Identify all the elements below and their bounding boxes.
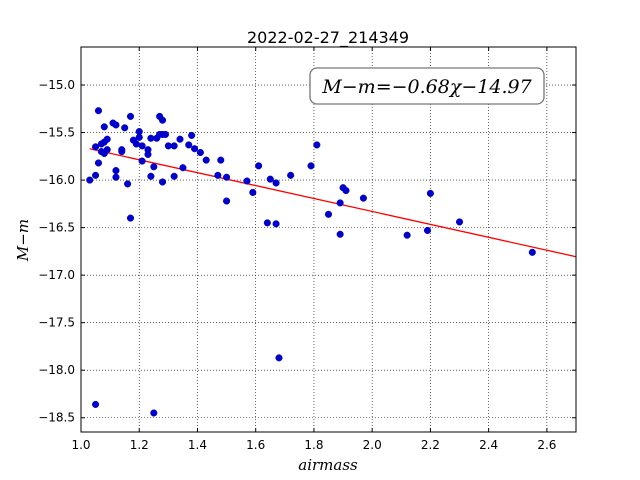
data-point (170, 172, 178, 180)
y-tick-label: −17.5 (38, 316, 75, 330)
x-tick-label: 2.2 (421, 438, 440, 452)
data-point (135, 128, 143, 136)
data-point (191, 145, 199, 153)
data-point (223, 173, 231, 181)
y-tick-label: −15.0 (38, 78, 75, 92)
data-point (86, 176, 94, 184)
x-tick-label: 1.4 (188, 438, 207, 452)
data-point (272, 179, 280, 187)
data-point (185, 141, 193, 149)
data-point (176, 135, 184, 143)
data-point (150, 409, 158, 417)
x-axis-label: airmass (298, 456, 358, 474)
data-point (138, 157, 146, 165)
data-point (179, 164, 187, 172)
data-point (324, 210, 333, 218)
data-point (100, 123, 108, 131)
data-point (188, 131, 196, 139)
data-point (158, 116, 167, 124)
data-point (126, 112, 135, 120)
data-point (455, 218, 464, 226)
plot-frame (80, 46, 577, 433)
data-points (86, 107, 536, 417)
data-point (170, 142, 178, 150)
data-point (196, 148, 204, 157)
data-point (158, 178, 167, 186)
y-axis-ticks: −15.0 −15.5 −16.0 −16.5 −17.0 −17.5 −18.0 −18.5 (38, 78, 576, 425)
data-point (272, 220, 280, 228)
data-point (223, 197, 231, 205)
x-tick-label: 2.4 (479, 438, 498, 452)
data-point (336, 230, 344, 238)
data-point (103, 135, 111, 143)
data-point (243, 177, 251, 185)
y-tick-label: −18.5 (38, 411, 75, 425)
x-tick-label: 2.6 (537, 438, 556, 452)
data-point (124, 180, 132, 188)
data-point (359, 194, 367, 202)
data-point (103, 146, 111, 154)
data-point (249, 188, 257, 196)
y-tick-label: −17.0 (38, 268, 75, 282)
data-point (342, 186, 350, 195)
y-tick-label: −15.5 (38, 126, 75, 140)
fit-annotation-text: M−m=−0.68χ−14.97 (321, 76, 532, 98)
data-point (255, 162, 263, 170)
x-tick-label: 1.0 (71, 438, 90, 452)
data-point (121, 124, 129, 132)
fit-line (89, 148, 577, 258)
data-point (336, 199, 344, 207)
data-point (266, 175, 274, 183)
data-point (426, 189, 434, 197)
data-point (92, 400, 100, 408)
data-point (138, 142, 146, 150)
data-point (275, 354, 283, 362)
x-tick-label: 1.6 (246, 438, 265, 452)
data-point (112, 167, 120, 175)
chart-title: 2022-02-27_214349 (247, 28, 409, 48)
data-point (202, 156, 210, 164)
data-point (528, 248, 536, 256)
x-tick-label: 1.8 (304, 438, 323, 452)
data-point (94, 107, 103, 115)
data-point (263, 219, 271, 227)
data-point (214, 171, 222, 179)
data-point (150, 163, 158, 171)
data-point (92, 171, 100, 179)
data-point (423, 226, 432, 235)
fit-line-group (89, 148, 577, 258)
x-tick-label: 1.2 (130, 438, 149, 452)
x-axis-ticks: 1.0 1.2 1.4 1.6 1.8 2.0 2.2 2.4 2.6 (71, 47, 556, 452)
data-point (144, 150, 152, 158)
data-point (307, 162, 315, 170)
data-point (217, 156, 225, 164)
data-point (287, 171, 295, 179)
y-axis-label: M−m (14, 219, 32, 262)
data-point (94, 159, 103, 167)
data-point (403, 231, 411, 239)
y-tick-label: −16.0 (38, 173, 75, 187)
plot-area (81, 47, 576, 432)
data-point (118, 146, 126, 154)
y-tick-label: −18.0 (38, 363, 75, 377)
data-point (112, 121, 120, 129)
y-tick-label: −16.5 (38, 221, 75, 235)
fit-annotation-box (309, 67, 545, 105)
data-point (92, 143, 100, 151)
data-point (126, 214, 135, 222)
x-tick-label: 2.0 (363, 438, 382, 452)
data-point (313, 141, 321, 149)
data-point (112, 173, 120, 181)
data-point (161, 130, 169, 139)
data-point (147, 172, 155, 180)
